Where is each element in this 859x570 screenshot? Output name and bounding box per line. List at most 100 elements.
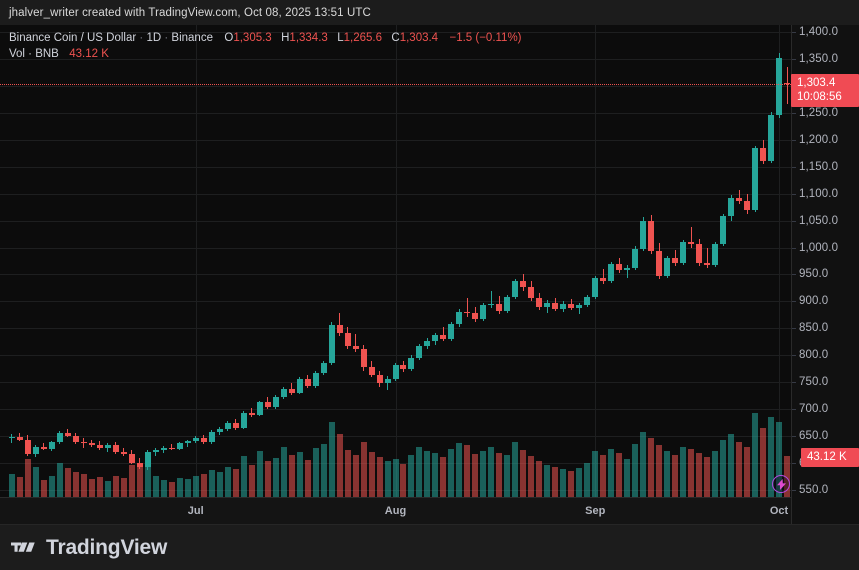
legend-sep-1: · [139,32,144,44]
candle-body [720,216,727,245]
candle-body [200,437,207,443]
candle-body [736,197,743,202]
volume-bar [360,441,367,497]
volume-bar [624,458,631,497]
candle-body [304,379,311,386]
candle-body [752,148,759,210]
candle-body [440,334,447,340]
volume-bar [520,450,527,497]
candle-body [576,304,583,308]
candle-body [336,325,343,333]
candle-body [232,422,239,428]
candle-wick [786,67,788,105]
volume-bar [64,468,71,497]
candle-wick [155,448,157,456]
volume-bar [144,457,151,497]
candle-wick [690,227,692,248]
candle-body [312,372,319,386]
candle-body [616,263,623,271]
price-tick-mark [791,139,796,141]
candle-wick [466,298,468,317]
price-tick-mark [791,463,796,465]
candle-wick [19,432,21,441]
candle-body [344,332,351,346]
volume-bar [296,452,303,497]
volume-bar [376,456,383,497]
volume-bar [16,476,23,497]
tradingview-logo[interactable]: TradingView [0,536,167,560]
gridline-vertical [195,25,197,497]
candle-wick [706,247,708,268]
volume-bar [208,470,215,497]
volume-bar [760,428,767,497]
candle-wick [578,302,580,315]
volume-bar [464,445,471,497]
volume-bar [216,472,223,497]
volume-bar [400,463,407,497]
candle-body [640,220,647,249]
candle-body [104,444,111,449]
candle-body [160,447,167,451]
volume-bar [48,475,55,497]
candle-body [488,303,495,305]
chart-legend: Binance Coin / US Dollar · 1D · Binance … [9,30,522,62]
price-tick-mark [791,247,796,249]
price-tick-mark [791,436,796,438]
candle-body [560,303,567,309]
volume-bar [776,422,782,497]
candle-body [256,402,263,415]
legend-exchange[interactable]: Binance [171,32,213,44]
volume-bar [568,471,575,497]
candlestick-plot[interactable] [8,25,791,497]
candle-wick [490,290,492,308]
volume-bar [224,467,231,497]
volume-bar [320,444,327,497]
volume-bar [640,432,647,497]
volume-bar [328,422,335,497]
volume-bar [272,457,279,497]
candle-body [352,345,359,349]
volume-bar [552,467,559,497]
volume-bar [176,477,183,497]
price-tick-label: 700.0 [799,403,829,416]
candle-body [760,148,767,162]
current-price-time: 10:08:56 [797,90,842,103]
price-tick-label: 1,150.0 [799,160,839,173]
candle-body [480,304,487,319]
chart-area[interactable]: 1,400.01,350.01,300.01,250.01,200.01,150… [0,25,859,525]
price-tick-label: 750.0 [799,376,829,389]
candle-body [672,258,679,263]
candle-body [96,445,103,449]
price-tick-label: 1,050.0 [799,214,839,227]
time-tick-label: Oct [769,505,789,517]
legend-high-value: 1,334.3 [289,32,328,44]
candle-body [584,297,591,305]
volume-bar [120,477,127,497]
volume-bar [336,433,343,497]
candle-body [664,258,671,276]
candle-body [8,436,15,439]
volume-bar [312,448,319,497]
candle-body [208,431,215,443]
candle-body [216,428,223,432]
volume-bar [608,449,615,497]
volume-bar [72,472,79,497]
legend-interval[interactable]: 1D [146,32,162,44]
price-tick-label: 950.0 [799,268,829,281]
candle-body [248,413,255,415]
candle-body [632,248,639,268]
time-axis[interactable]: Jul Aug Sep Oct [0,497,791,525]
legend-symbol[interactable]: Binance Coin / US Dollar [9,32,137,44]
volume-bar [648,437,655,497]
tradingview-logo-mark [11,542,35,552]
legend-change: −1.5 (−0.11%) [449,32,522,44]
volume-bar [744,447,751,497]
legend-symbol-row[interactable]: Binance Coin / US Dollar · 1D · Binance … [9,30,522,46]
volume-bar [416,447,423,497]
volume-bar [536,460,543,497]
volume-bar [728,433,735,497]
price-axis-divider [791,25,792,525]
candle-body [656,250,663,276]
lightning-bolt-icon[interactable] [772,475,790,493]
legend-volume-row[interactable]: Vol · BNB 43.12 K [9,46,522,62]
